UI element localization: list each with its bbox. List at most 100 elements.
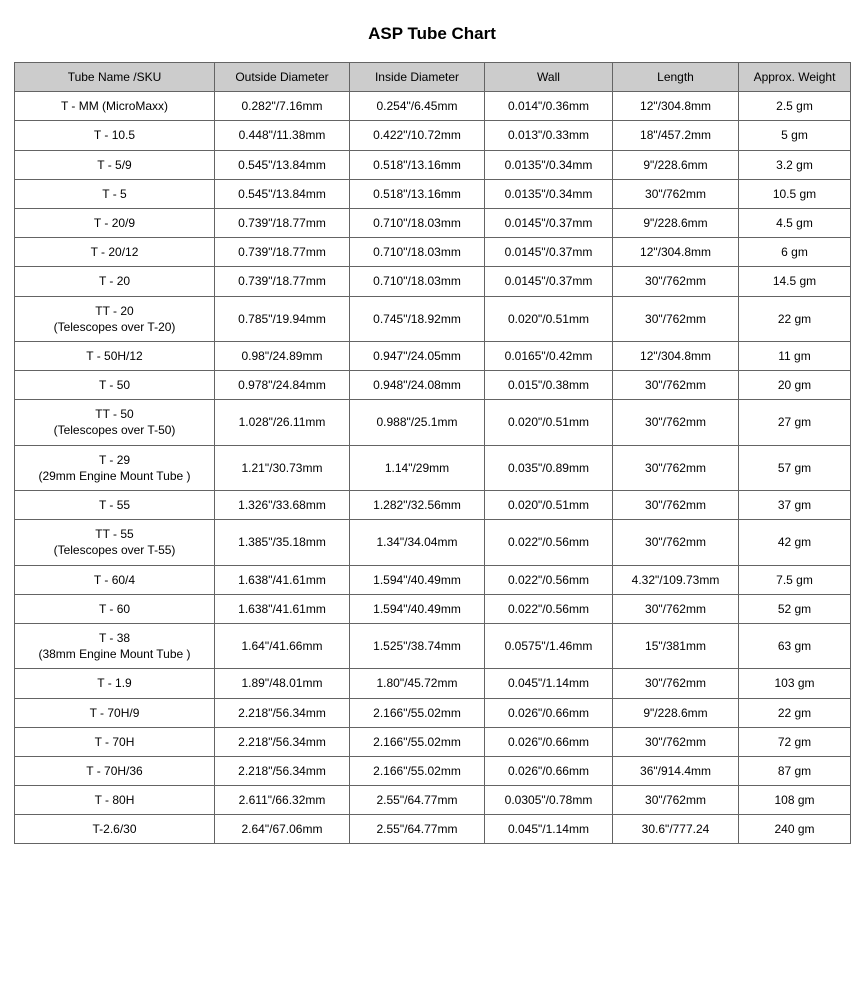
cell-tube-name: T - 20/12 (15, 238, 215, 267)
table-body: T - MM (MicroMaxx)0.282"/7.16mm0.254"/6.… (15, 92, 851, 844)
tube-name-label: T - 70H/9 (90, 706, 140, 720)
cell-tube-name: T - 50H/12 (15, 341, 215, 370)
cell-weight: 37 gm (739, 491, 851, 520)
table-row: T - 601.638"/41.61mm1.594"/40.49mm0.022"… (15, 594, 851, 623)
cell-length: 30.6"/777.24 (613, 815, 739, 844)
cell-outside-diameter: 1.028"/26.11mm (215, 400, 350, 445)
cell-tube-name: T - 20/9 (15, 208, 215, 237)
cell-weight: 4.5 gm (739, 208, 851, 237)
tube-name-label: T - 29 (99, 453, 130, 467)
table-header: Tube Name /SKU Outside Diameter Inside D… (15, 63, 851, 92)
cell-inside-diameter: 1.525"/38.74mm (350, 623, 485, 668)
cell-length: 15"/381mm (613, 623, 739, 668)
cell-weight: 20 gm (739, 371, 851, 400)
cell-length: 30"/762mm (613, 727, 739, 756)
tube-name-label: T - 60 (99, 602, 130, 616)
cell-wall: 0.020"/0.51mm (485, 400, 613, 445)
col-approx-weight: Approx. Weight (739, 63, 851, 92)
tube-name-label: T-2.6/30 (92, 822, 136, 836)
cell-inside-diameter: 0.745"/18.92mm (350, 296, 485, 341)
col-inside-diameter: Inside Diameter (350, 63, 485, 92)
cell-wall: 0.0145"/0.37mm (485, 267, 613, 296)
cell-weight: 108 gm (739, 786, 851, 815)
cell-tube-name: T - 38(38mm Engine Mount Tube ) (15, 623, 215, 668)
cell-wall: 0.026"/0.66mm (485, 727, 613, 756)
tube-name-label: T - 5 (102, 187, 126, 201)
tube-name-label: T - 60/4 (94, 573, 135, 587)
cell-inside-diameter: 1.594"/40.49mm (350, 565, 485, 594)
cell-length: 30"/762mm (613, 296, 739, 341)
cell-weight: 63 gm (739, 623, 851, 668)
cell-tube-name: T-2.6/30 (15, 815, 215, 844)
cell-length: 30"/762mm (613, 371, 739, 400)
cell-length: 12"/304.8mm (613, 92, 739, 121)
tube-name-sublabel: (Telescopes over T-20) (19, 319, 210, 335)
cell-wall: 0.013"/0.33mm (485, 121, 613, 150)
cell-inside-diameter: 1.594"/40.49mm (350, 594, 485, 623)
tube-name-label: T - MM (MicroMaxx) (61, 99, 168, 113)
cell-weight: 87 gm (739, 756, 851, 785)
cell-outside-diameter: 0.545"/13.84mm (215, 150, 350, 179)
cell-tube-name: TT - 55(Telescopes over T-55) (15, 520, 215, 565)
cell-tube-name: T - 5 (15, 179, 215, 208)
tube-name-label: TT - 55 (95, 527, 133, 541)
table-row: T - 551.326"/33.68mm1.282"/32.56mm0.020"… (15, 491, 851, 520)
cell-outside-diameter: 2.218"/56.34mm (215, 698, 350, 727)
cell-length: 30"/762mm (613, 520, 739, 565)
cell-tube-name: T - 70H (15, 727, 215, 756)
cell-outside-diameter: 1.326"/33.68mm (215, 491, 350, 520)
tube-name-label: T - 50H/12 (86, 349, 142, 363)
tube-name-label: T - 1.9 (97, 676, 131, 690)
cell-length: 12"/304.8mm (613, 238, 739, 267)
cell-outside-diameter: 2.218"/56.34mm (215, 727, 350, 756)
cell-outside-diameter: 1.638"/41.61mm (215, 565, 350, 594)
cell-inside-diameter: 1.80"/45.72mm (350, 669, 485, 698)
cell-inside-diameter: 1.282"/32.56mm (350, 491, 485, 520)
cell-outside-diameter: 0.739"/18.77mm (215, 238, 350, 267)
cell-weight: 57 gm (739, 445, 851, 490)
tube-chart-table: Tube Name /SKU Outside Diameter Inside D… (14, 62, 851, 844)
cell-wall: 0.0135"/0.34mm (485, 179, 613, 208)
table-row: TT - 20(Telescopes over T-20)0.785"/19.9… (15, 296, 851, 341)
cell-length: 12"/304.8mm (613, 341, 739, 370)
cell-length: 30"/762mm (613, 594, 739, 623)
cell-outside-diameter: 2.64"/67.06mm (215, 815, 350, 844)
cell-weight: 6 gm (739, 238, 851, 267)
cell-wall: 0.0575"/1.46mm (485, 623, 613, 668)
cell-outside-diameter: 0.978"/24.84mm (215, 371, 350, 400)
col-wall: Wall (485, 63, 613, 92)
cell-tube-name: T - 50 (15, 371, 215, 400)
cell-wall: 0.026"/0.66mm (485, 698, 613, 727)
tube-name-sublabel: (Telescopes over T-55) (19, 542, 210, 558)
cell-inside-diameter: 2.166"/55.02mm (350, 698, 485, 727)
cell-length: 30"/762mm (613, 491, 739, 520)
cell-inside-diameter: 1.34"/34.04mm (350, 520, 485, 565)
cell-length: 30"/762mm (613, 669, 739, 698)
cell-weight: 52 gm (739, 594, 851, 623)
tube-name-label: T - 70H (95, 735, 135, 749)
cell-weight: 10.5 gm (739, 179, 851, 208)
table-row: T - MM (MicroMaxx)0.282"/7.16mm0.254"/6.… (15, 92, 851, 121)
cell-tube-name: T - 70H/9 (15, 698, 215, 727)
tube-name-label: T - 38 (99, 631, 130, 645)
cell-weight: 22 gm (739, 698, 851, 727)
cell-wall: 0.014"/0.36mm (485, 92, 613, 121)
cell-wall: 0.045"/1.14mm (485, 815, 613, 844)
cell-inside-diameter: 2.166"/55.02mm (350, 727, 485, 756)
cell-wall: 0.022"/0.56mm (485, 565, 613, 594)
cell-wall: 0.0135"/0.34mm (485, 150, 613, 179)
table-row: TT - 50(Telescopes over T-50)1.028"/26.1… (15, 400, 851, 445)
cell-inside-diameter: 0.947"/24.05mm (350, 341, 485, 370)
table-row: T - 29(29mm Engine Mount Tube )1.21"/30.… (15, 445, 851, 490)
cell-outside-diameter: 0.739"/18.77mm (215, 267, 350, 296)
cell-weight: 2.5 gm (739, 92, 851, 121)
cell-tube-name: T - 60 (15, 594, 215, 623)
table-row: TT - 55(Telescopes over T-55)1.385"/35.1… (15, 520, 851, 565)
cell-wall: 0.022"/0.56mm (485, 594, 613, 623)
table-row: T - 5/90.545"/13.84mm0.518"/13.16mm0.013… (15, 150, 851, 179)
cell-outside-diameter: 2.611"/66.32mm (215, 786, 350, 815)
table-row: T - 60/4 1.638"/41.61mm1.594"/40.49mm0.02… (15, 565, 851, 594)
cell-weight: 72 gm (739, 727, 851, 756)
cell-tube-name: TT - 50(Telescopes over T-50) (15, 400, 215, 445)
cell-tube-name: T - 55 (15, 491, 215, 520)
